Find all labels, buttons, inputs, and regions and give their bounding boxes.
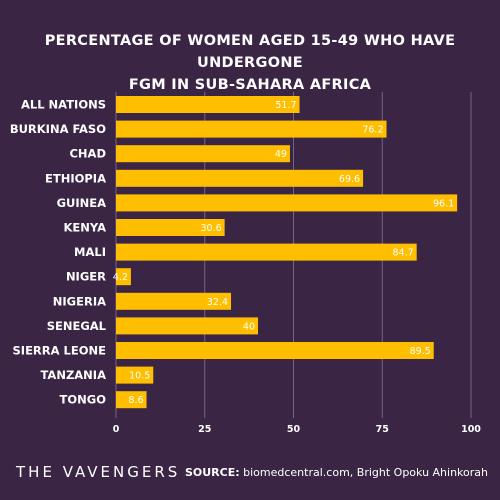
bars (116, 96, 458, 409)
category-label: NIGER (66, 270, 106, 284)
value-label: 76.2 (362, 125, 383, 136)
value-label: 30.6 (200, 223, 221, 234)
source-note: SOURCE: biomedcentral.com, Bright Opoku … (185, 466, 488, 479)
value-label: 89.5 (410, 346, 431, 357)
bar (116, 292, 232, 310)
chart-title-line-1: PERCENTAGE OF WOMEN AGED 15-49 WHO HAVE … (44, 33, 456, 71)
value-label: 32.4 (207, 297, 228, 308)
category-label: ETHIOPIA (45, 171, 106, 185)
category-label: BURKINA FASO (10, 122, 106, 136)
bar (116, 120, 387, 138)
value-label: 4.2 (113, 272, 128, 283)
category-label: SIERRA LEONE (13, 344, 107, 358)
bar (116, 169, 364, 187)
x-tick-label: 25 (198, 424, 211, 435)
x-tick-label: 0 (113, 424, 120, 435)
category-label: GUINEA (57, 196, 107, 210)
bar (116, 96, 300, 113)
category-label: CHAD (69, 147, 106, 161)
value-label: 69.6 (339, 174, 360, 185)
category-label: SENEGAL (47, 319, 107, 333)
value-label: 49 (275, 149, 287, 160)
bar (116, 391, 147, 409)
bar (116, 194, 458, 212)
category-label: TANZANIA (40, 368, 106, 382)
x-tick-label: 50 (287, 424, 301, 435)
category-label: NIGERIA (53, 294, 106, 308)
chart-title: PERCENTAGE OF WOMEN AGED 15-49 WHO HAVE … (0, 30, 500, 96)
category-label: TONGO (60, 393, 107, 407)
bar (116, 243, 417, 261)
category-label: KENYA (63, 221, 106, 235)
bar (116, 219, 225, 236)
bar (116, 342, 434, 359)
value-label: 10.5 (129, 371, 150, 382)
category-label: ALL NATIONS (21, 98, 106, 112)
chart-title-line-2: FGM IN SUB-SAHARA AFRICA (128, 77, 372, 93)
source-text: biomedcentral.com, Bright Opoku Ahinkora… (239, 466, 488, 479)
bar (116, 366, 154, 384)
source-label: SOURCE: (184, 466, 240, 479)
brand-logo: THE VAVENGERS (16, 463, 181, 481)
x-tick-label: 75 (376, 424, 389, 435)
value-label: 84.7 (393, 248, 414, 259)
value-label: 96.1 (433, 198, 454, 209)
bar (116, 317, 258, 335)
value-label: 40 (243, 321, 255, 332)
category-label: MALI (74, 245, 106, 259)
value-label: 51.7 (275, 100, 296, 111)
labels: 0 25 50 75 100 ALL NATIONS 51.7 BURKINA FASO 76.… (10, 98, 481, 436)
value-label: 8.6 (128, 395, 143, 406)
bar (116, 268, 131, 286)
x-tick-label: 100 (461, 424, 481, 435)
bar (116, 145, 290, 163)
